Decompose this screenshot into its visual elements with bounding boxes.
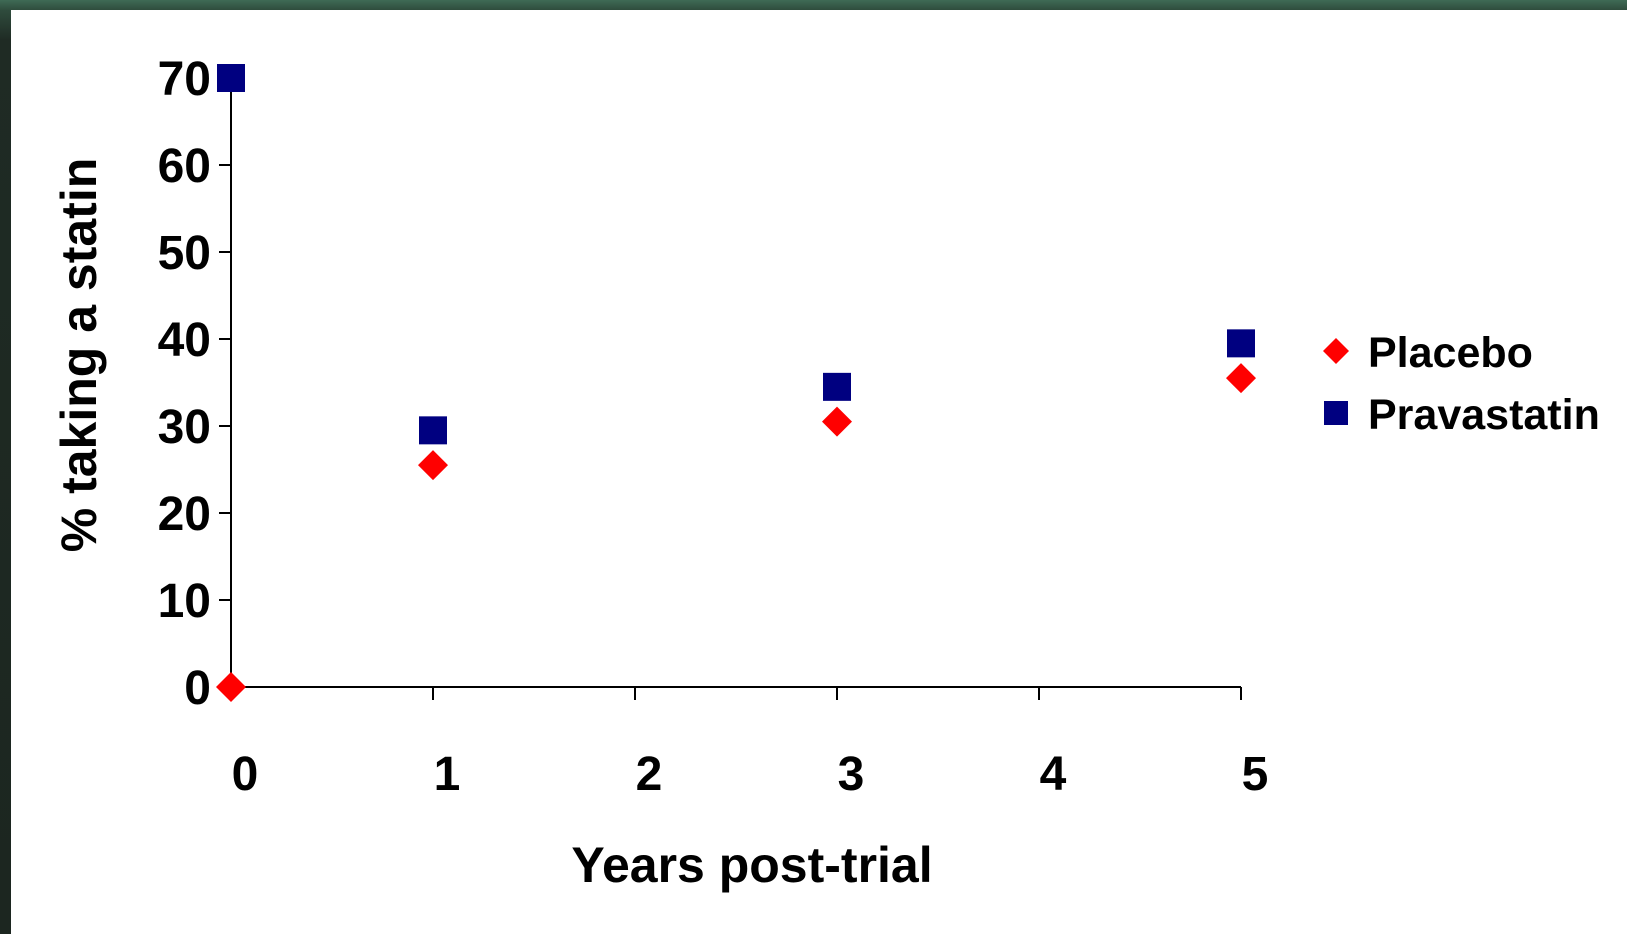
legend-pravastatin-label: Pravastatin bbox=[1368, 391, 1600, 439]
y-tick-labels: 0 10 20 30 40 50 60 70 bbox=[158, 53, 211, 715]
placebo-point bbox=[1226, 363, 1256, 394]
x-tick-label: 4 bbox=[1040, 748, 1067, 801]
pravastatin-point bbox=[823, 372, 851, 401]
placebo-point bbox=[822, 406, 852, 437]
pravastatin-point bbox=[1227, 329, 1255, 358]
x-tick-label: 0 bbox=[232, 748, 259, 801]
legend: Placebo Pravastatin bbox=[1323, 329, 1600, 439]
x-tick-label: 2 bbox=[636, 748, 663, 801]
x-tick-label: 5 bbox=[1242, 748, 1269, 801]
legend-placebo-marker bbox=[1323, 338, 1349, 364]
y-tick-label: 20 bbox=[158, 488, 211, 541]
data-markers bbox=[216, 64, 1256, 702]
y-tick-label: 30 bbox=[158, 401, 211, 454]
legend-placebo-label: Placebo bbox=[1368, 329, 1533, 377]
pravastatin-point bbox=[419, 416, 447, 445]
placebo-point bbox=[216, 672, 246, 702]
y-tick-label: 60 bbox=[158, 140, 211, 193]
axes bbox=[219, 77, 1242, 700]
x-axis-title: Years post-trial bbox=[571, 837, 932, 893]
y-tick-label: 0 bbox=[184, 662, 211, 715]
y-tick-label: 50 bbox=[158, 227, 211, 280]
x-tick-label: 3 bbox=[838, 748, 865, 801]
y-tick-label: 70 bbox=[158, 53, 211, 106]
chart-panel bbox=[11, 10, 1627, 934]
placebo-point bbox=[418, 450, 448, 481]
y-tick-label: 10 bbox=[158, 575, 211, 628]
y-tick-label: 40 bbox=[158, 314, 211, 367]
pravastatin-point bbox=[217, 64, 245, 92]
y-axis-title: % taking a statin bbox=[51, 158, 107, 553]
x-tick-label: 1 bbox=[434, 748, 461, 801]
legend-pravastatin-marker bbox=[1324, 401, 1348, 425]
x-tick-labels: 0 1 2 3 4 5 bbox=[232, 748, 1269, 801]
